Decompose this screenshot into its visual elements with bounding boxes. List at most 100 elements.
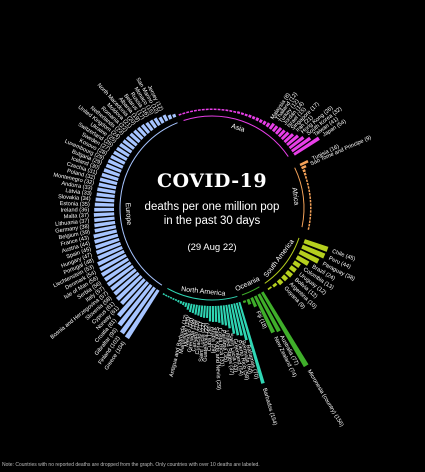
bar-cyprus (115, 274, 143, 301)
subtitle-line-2: in the past 30 days (163, 215, 261, 227)
bar-africa-unlabeled-18 (308, 223, 311, 227)
label-ireland: Ireland (36) (61, 207, 90, 213)
bar-bolivia (285, 269, 294, 278)
bar-germany (94, 220, 116, 228)
bar-paraguay (298, 250, 320, 264)
bar-france (93, 229, 118, 239)
bar-asia-unlabeled-19 (251, 115, 256, 120)
bar-north-america-unlabeled-23 (177, 299, 180, 303)
bar-oceania-unlabeled-4 (246, 298, 252, 305)
label-estonia: Estonia (35) (60, 201, 90, 208)
bar-africa-unlabeled-7 (307, 186, 310, 189)
bar-asia-unlabeled-2 (186, 111, 190, 114)
group-name-north-america: North America (181, 286, 226, 298)
bar-africa-unlabeled-6 (306, 182, 309, 186)
label-mexico: Mexico (16) (184, 317, 195, 347)
bar-united-states (222, 305, 228, 326)
label-aruba: Aruba (29) (210, 327, 216, 354)
label-germany: Germany (38) (55, 224, 90, 235)
bar-isle-of-man (100, 257, 130, 277)
bar-slovakia (95, 197, 115, 203)
bar-south-korea (288, 135, 305, 150)
bar-finland (119, 286, 156, 335)
bar-asia-unlabeled-1 (182, 112, 186, 115)
arc-europe (119, 122, 178, 286)
bar-switzerland (115, 146, 130, 158)
bar-africa-unlabeled-8 (308, 189, 311, 193)
bar-asia-unlabeled-0 (178, 113, 182, 116)
bar-aruba (211, 305, 215, 322)
bar-greenland (227, 304, 236, 334)
bar-montenegro (98, 182, 117, 190)
arc-oceania (241, 286, 260, 296)
label-panama: Panama (35) (220, 330, 229, 363)
bar-africa-unlabeled-5 (305, 179, 308, 183)
bar-africa-unlabeled-11 (309, 199, 312, 203)
bar-norway (120, 278, 146, 305)
bar-hungary (95, 241, 122, 255)
bar-africa-unlabeled-13 (309, 206, 312, 210)
bar-south-america-unlabeled-9 (272, 282, 278, 288)
bar-new-zealand (253, 295, 275, 334)
bar-north-macedonia (136, 126, 147, 137)
bar-africa-unlabeled-4 (304, 176, 308, 179)
bar-greece (124, 289, 160, 340)
bar-czechia (101, 172, 119, 181)
bar-australia (257, 293, 281, 333)
bar-asia-unlabeled-7 (205, 108, 209, 111)
bar-africa-unlabeled-12 (309, 203, 312, 206)
label-grenada: Grenada (18) (187, 319, 198, 353)
label-cuba: Cuba (28) (207, 326, 213, 351)
bar-saint-kitts-and-nevis (214, 305, 218, 322)
arc-africa (294, 167, 305, 228)
bar-africa-unlabeled-10 (309, 196, 312, 199)
bar-mexico (191, 304, 196, 314)
bar-barbados (238, 301, 265, 384)
bar-north-america-unlabeled-28 (164, 294, 168, 297)
bar-serbia (103, 261, 132, 282)
bar-south-america-unlabeled-10 (267, 286, 272, 291)
bar-san-marino (158, 116, 165, 124)
bar-africa-unlabeled-2 (302, 169, 306, 173)
bar-africa-unlabeled-14 (309, 210, 312, 213)
label-united-states: United States (37) (223, 330, 234, 376)
bar-asia-unlabeled-11 (221, 108, 225, 111)
bar-asia-unlabeled-6 (201, 108, 205, 111)
bar-malta (93, 212, 115, 217)
bar-turkey (271, 125, 279, 133)
arc-north-america (167, 288, 238, 301)
bar-uruguay (288, 265, 297, 273)
bar-chile (303, 239, 329, 252)
bar-japan (293, 136, 320, 156)
bar-portugal (97, 245, 123, 260)
bar-fiji (250, 297, 258, 308)
bar-guatemala (205, 305, 209, 319)
label-costa-rica: Costa Rica (31) (216, 328, 224, 367)
bar-argentina (281, 274, 289, 282)
bar-estonia (94, 202, 115, 207)
bar-asia-unlabeled-5 (197, 109, 201, 112)
bar-asia-unlabeled-22 (262, 120, 267, 126)
bar-canada (197, 305, 201, 316)
bar-europe-unlabeled-49 (172, 113, 177, 118)
bar-bosnia-and-herzegovina (110, 268, 137, 291)
bar-bermuda (233, 303, 243, 336)
label-lithuania: Lithuania (37) (55, 218, 90, 228)
label-saint-lucia: Saint Lucia (22) (198, 322, 207, 362)
bar-saint-lucia (225, 304, 231, 329)
bar-asia-unlabeled-16 (240, 112, 245, 116)
label-saint-kitts-and-nevis: Saint Kitts and Nevis (29) (213, 327, 221, 390)
bar-israel (277, 129, 286, 138)
bar-malaysia (265, 122, 271, 128)
label-curacao: Curacao (21) (195, 322, 204, 355)
bar-asia-unlabeled-4 (193, 109, 197, 112)
bar-martinique (188, 303, 193, 313)
bar-croatia (116, 281, 150, 318)
bar-africa-unlabeled-17 (308, 220, 311, 224)
chart-footnote: Note: Countries with no reported deaths … (2, 462, 260, 468)
group-name-asia: Asia (230, 123, 245, 134)
bar-colombia (292, 260, 301, 268)
bar-micronesia-country (260, 291, 309, 368)
bar-asia-unlabeled-3 (189, 110, 194, 113)
